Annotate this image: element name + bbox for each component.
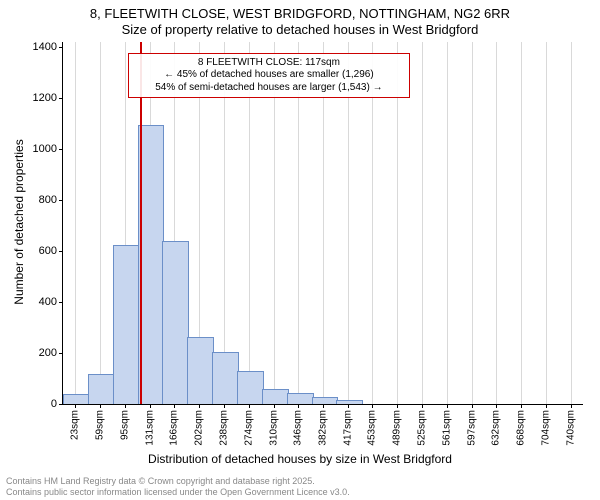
x-tick-label: 597sqm — [466, 410, 477, 446]
y-tick-label: 0 — [51, 398, 57, 410]
x-tick-label: 346sqm — [293, 410, 304, 446]
histogram-bar — [113, 245, 140, 404]
y-tick-label: 1000 — [33, 143, 57, 155]
y-tick-label: 800 — [39, 194, 57, 206]
callout-line-smaller: ← 45% of detached houses are smaller (1,… — [135, 69, 403, 82]
x-tick-label: 668sqm — [515, 410, 526, 446]
plot-area: 23sqm59sqm95sqm131sqm166sqm202sqm238sqm2… — [62, 42, 583, 405]
chart-title-address: 8, FLEETWITH CLOSE, WEST BRIDGFORD, NOTT… — [0, 6, 600, 21]
y-tick-label: 1200 — [33, 92, 57, 104]
gridline — [422, 42, 423, 404]
x-tick-label: 202sqm — [194, 410, 205, 446]
histogram-bar — [63, 394, 90, 404]
gridline — [571, 42, 572, 404]
x-tick-label: 525sqm — [417, 410, 428, 446]
histogram-bar — [287, 393, 314, 404]
x-tick-label: 704sqm — [540, 410, 551, 446]
x-tick-label: 131sqm — [145, 410, 156, 446]
footer-attribution-2: Contains public sector information licen… — [6, 487, 350, 497]
histogram-bar — [187, 337, 214, 404]
footer-attribution-1: Contains HM Land Registry data © Crown c… — [6, 476, 315, 486]
callout-line-larger: 54% of semi-detached houses are larger (… — [135, 82, 403, 95]
x-tick-label: 95sqm — [120, 410, 131, 440]
gridline — [472, 42, 473, 404]
x-tick-label: 310sqm — [268, 410, 279, 446]
histogram-bar — [336, 400, 363, 404]
y-tick-label: 1400 — [33, 41, 57, 53]
chart-title-desc: Size of property relative to detached ho… — [0, 22, 600, 37]
y-tick-label: 200 — [39, 347, 57, 359]
x-tick-label: 417sqm — [342, 410, 353, 446]
gridline — [75, 42, 76, 404]
x-tick-label: 166sqm — [169, 410, 180, 446]
y-tick-label: 600 — [39, 245, 57, 257]
x-tick-label: 59sqm — [95, 410, 106, 440]
x-tick-label: 489sqm — [392, 410, 403, 446]
gridline — [521, 42, 522, 404]
x-tick-label: 23sqm — [70, 410, 81, 440]
x-tick-label: 561sqm — [441, 410, 452, 446]
y-tick-label: 400 — [39, 296, 57, 308]
x-tick-label: 382sqm — [318, 410, 329, 446]
x-tick-label: 238sqm — [218, 410, 229, 446]
histogram-bar — [312, 397, 339, 404]
callout-line-size: 8 FLEETWITH CLOSE: 117sqm — [135, 57, 403, 70]
histogram-bar — [262, 389, 289, 404]
histogram-bar — [162, 241, 189, 404]
x-tick-label: 274sqm — [243, 410, 254, 446]
histogram-bar — [237, 371, 264, 404]
x-axis-label: Distribution of detached houses by size … — [0, 452, 600, 466]
property-callout: 8 FLEETWITH CLOSE: 117sqm← 45% of detach… — [128, 53, 410, 99]
x-tick-label: 632sqm — [490, 410, 501, 446]
gridline — [447, 42, 448, 404]
gridline — [496, 42, 497, 404]
x-tick-label: 453sqm — [367, 410, 378, 446]
histogram-bar — [212, 352, 239, 404]
x-tick-label: 740sqm — [565, 410, 576, 446]
gridline — [100, 42, 101, 404]
gridline — [546, 42, 547, 404]
histogram-bar — [88, 374, 115, 404]
